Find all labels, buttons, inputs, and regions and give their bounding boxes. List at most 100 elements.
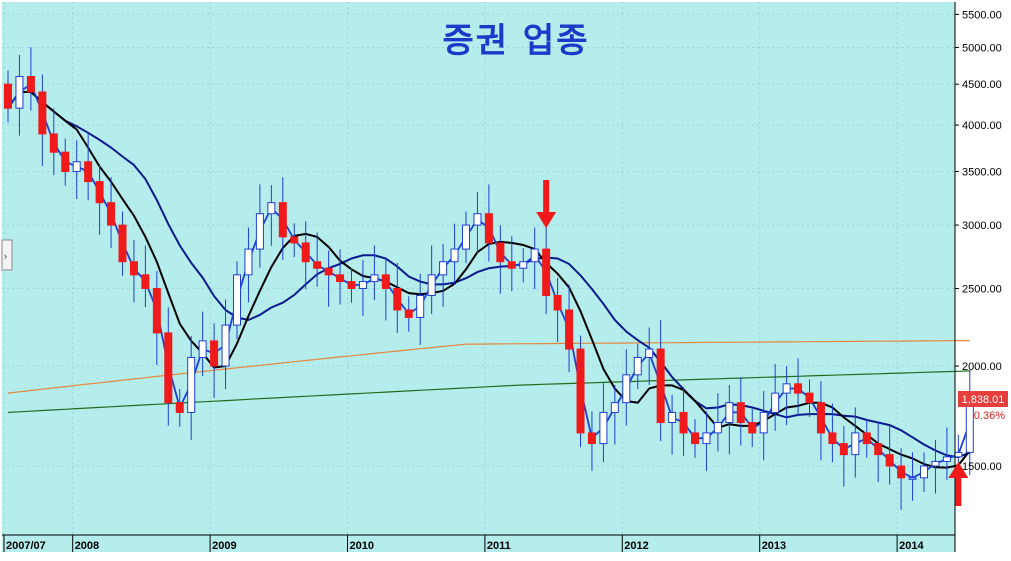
candle: [450, 223, 459, 285]
candle-body: [164, 332, 173, 404]
candle: [633, 343, 642, 390]
candle: [255, 184, 264, 268]
candle: [49, 108, 58, 176]
annotations: [536, 180, 969, 506]
candle-body: [49, 133, 58, 153]
candle: [656, 319, 665, 442]
candle: [942, 427, 951, 480]
candle-body: [61, 151, 70, 173]
scroll-handle[interactable]: ›: [1, 239, 13, 271]
candle-body: [553, 294, 562, 311]
candles: [4, 47, 974, 510]
candle-body: [198, 340, 207, 358]
candle-body: [439, 261, 448, 276]
candle: [839, 425, 848, 487]
candle-body: [450, 248, 459, 263]
candle-body: [828, 432, 837, 445]
candle: [599, 383, 608, 463]
candle: [645, 327, 654, 385]
candle-body: [736, 402, 745, 424]
candle-body: [839, 443, 848, 456]
y-tick-label: 3000.00: [962, 220, 1002, 232]
y-tick-label: 1500.00: [962, 461, 1002, 473]
y-axis-area: [955, 2, 1009, 552]
candle-body: [805, 392, 814, 404]
candle: [691, 419, 699, 458]
candle-body: [141, 274, 150, 289]
candle-body: [95, 181, 104, 204]
candle: [897, 448, 906, 510]
candle: [908, 452, 917, 501]
candle-body: [759, 411, 768, 434]
candle: [496, 225, 505, 294]
candle: [129, 240, 138, 303]
x-tick-label: 2007/07: [6, 540, 46, 552]
candle-body: [633, 356, 642, 376]
y-tick-label: 4500.00: [962, 79, 1002, 91]
y-tick-label: 5000.00: [962, 43, 1002, 55]
candle-body: [358, 281, 367, 289]
last-price-value: 1,838.01: [962, 394, 1005, 406]
candle-body: [942, 456, 951, 462]
candle-body: [210, 340, 219, 367]
candle: [576, 335, 585, 448]
candle-body: [267, 202, 276, 215]
candle: [278, 177, 287, 260]
x-tick-label: 2009: [212, 540, 236, 552]
candle: [72, 140, 81, 199]
candle-body: [152, 287, 161, 334]
x-tick-label: 2010: [350, 540, 374, 552]
last-price-label: 1,838.01 0.36%: [958, 391, 1008, 422]
candle: [313, 232, 322, 287]
candle: [931, 439, 940, 494]
candle-body: [794, 383, 803, 394]
candle: [473, 192, 482, 253]
candle-body: [576, 348, 585, 434]
candle: [118, 211, 127, 276]
candle: [622, 349, 631, 426]
y-tick-label: 2500.00: [962, 283, 1002, 295]
candle: [759, 390, 768, 461]
candle: [816, 381, 825, 461]
candle: [358, 260, 367, 316]
candle-body: [187, 356, 196, 413]
candle-body: [301, 242, 310, 263]
last-change-percent: 0.36%: [974, 410, 1005, 422]
candle: [713, 393, 722, 452]
candle: [95, 163, 104, 235]
candle-body: [484, 213, 493, 244]
candle-body: [233, 274, 241, 326]
candle: [530, 227, 539, 290]
candle-body: [725, 402, 734, 424]
candle-body: [290, 236, 299, 244]
y-tick-label: 2000.00: [962, 361, 1002, 373]
candle: [290, 223, 299, 258]
candle: [152, 270, 161, 365]
candle: [221, 299, 230, 390]
candle: [782, 366, 791, 426]
candle-body: [851, 432, 860, 456]
candle-body: [908, 477, 917, 480]
candle-body: [931, 460, 940, 467]
candle: [771, 363, 780, 432]
candle: [107, 177, 116, 249]
candle: [427, 245, 436, 315]
candle-body: [530, 248, 539, 263]
candle-body: [336, 274, 345, 283]
candle-body: [713, 422, 722, 434]
candle-body: [496, 242, 505, 263]
candle-body: [38, 91, 47, 135]
candle: [15, 54, 24, 136]
candle: [233, 261, 241, 340]
candle: [4, 70, 12, 123]
candle: [164, 307, 173, 426]
candle: [393, 263, 402, 333]
candle: [198, 311, 207, 377]
candle: [553, 277, 562, 342]
candle-body: [610, 402, 619, 413]
candle: [439, 244, 448, 307]
x-tick-label: 2012: [624, 540, 648, 552]
candle-body: [255, 213, 264, 250]
candle: [679, 386, 688, 456]
candle: [862, 419, 871, 458]
